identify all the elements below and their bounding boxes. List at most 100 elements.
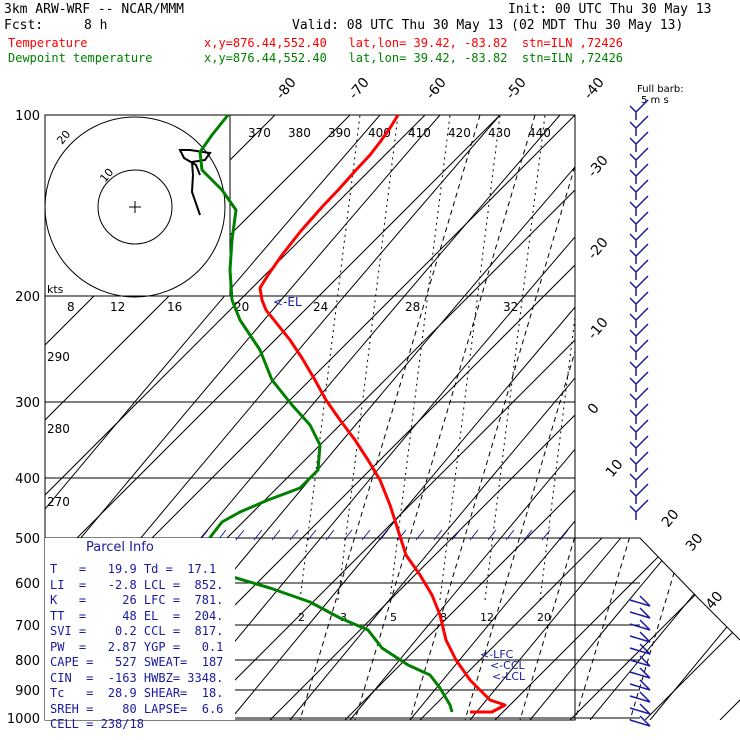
mixing-ratio-line bbox=[439, 115, 501, 601]
parcel-info-row: LI = -2.8 LCL = 852. bbox=[50, 577, 224, 592]
wind-barb bbox=[415, 529, 425, 541]
hodograph-trace bbox=[178, 149, 212, 216]
isotherm-label: 40 bbox=[703, 589, 727, 613]
wind-barb bbox=[379, 529, 389, 541]
wind-barb bbox=[629, 473, 637, 481]
valid-time: Valid: 08 UTC Thu 30 May 13 (02 MDT Thu … bbox=[292, 18, 684, 33]
wind-barb bbox=[629, 185, 637, 193]
isotherm-label: -40 bbox=[581, 75, 608, 103]
wind-barb bbox=[629, 201, 637, 209]
parcel-info-row: T = 19.9 Td = 17.1 bbox=[50, 562, 217, 576]
wind-barb bbox=[629, 457, 637, 465]
wind-barb bbox=[635, 131, 649, 145]
wind-barb bbox=[635, 115, 649, 129]
theta-label: 290 bbox=[47, 350, 70, 364]
mixing-ratio-line bbox=[389, 115, 451, 601]
mixing-ratio-label: 5 bbox=[390, 611, 397, 624]
theta-e-label: 410 bbox=[408, 126, 431, 140]
theta-e-label: 390 bbox=[328, 126, 351, 140]
mixing-ratio-label: 2 bbox=[298, 611, 305, 624]
isotherm-line bbox=[45, 115, 501, 720]
pressure-label-600: 600 bbox=[15, 577, 40, 592]
pressure-label-400: 400 bbox=[15, 472, 40, 487]
isotherm-label: 0 bbox=[585, 400, 603, 417]
isotherm-line bbox=[494, 115, 740, 720]
wind-barb bbox=[635, 499, 649, 513]
parcel-info-row: CELL = 238/18 bbox=[50, 717, 144, 731]
wind-barb bbox=[289, 529, 299, 541]
wind-barb bbox=[635, 307, 649, 321]
isotherm-label: -20 bbox=[585, 235, 612, 263]
mixing-ratio-label: 3 bbox=[340, 611, 347, 624]
wind-barb bbox=[271, 529, 281, 541]
isotherm-line bbox=[569, 115, 740, 720]
ccl-marker: <-CCL bbox=[490, 659, 526, 672]
wind-barb bbox=[629, 643, 651, 655]
wind-barb bbox=[635, 467, 649, 481]
wind-barb bbox=[635, 227, 649, 241]
wind-barb bbox=[635, 179, 649, 193]
pressure-label-200: 200 bbox=[15, 290, 40, 305]
wind-barb bbox=[469, 529, 479, 541]
wind-barb bbox=[629, 345, 637, 353]
wind-barbs bbox=[199, 99, 651, 727]
wind-barb bbox=[629, 691, 651, 703]
barb-legend-line: 5 m s bbox=[641, 95, 669, 106]
moist-adiabat bbox=[519, 115, 701, 720]
wind-barb bbox=[629, 265, 637, 273]
wind-barb bbox=[235, 529, 245, 541]
init-time: Init: 00 UTC Thu 30 May 13 bbox=[508, 2, 712, 17]
wind-barb bbox=[635, 355, 649, 369]
wind-barb bbox=[629, 703, 651, 715]
wind-barb bbox=[635, 323, 649, 337]
isotherm-line bbox=[719, 115, 740, 720]
wind-barb bbox=[629, 655, 651, 667]
wind-barb bbox=[487, 529, 497, 541]
mixing-ratio-label: 20 bbox=[537, 611, 551, 624]
hodo-unit-label: kts bbox=[47, 283, 64, 296]
wind-barb bbox=[629, 489, 637, 497]
isotherm-line bbox=[644, 115, 740, 720]
wind-barb bbox=[253, 529, 263, 541]
wind-barb bbox=[635, 435, 649, 449]
isotherm-label: 30 bbox=[683, 531, 707, 555]
wind-barb bbox=[433, 529, 443, 541]
wind-barb bbox=[635, 339, 649, 353]
wind-barb bbox=[629, 281, 637, 289]
isotherm-label: -10 bbox=[585, 315, 612, 343]
diagram-extension bbox=[575, 537, 740, 641]
fcst-value: 8 h bbox=[84, 18, 108, 33]
moist-adiabat bbox=[464, 115, 646, 720]
hodograph-box bbox=[44, 114, 231, 297]
theta-e-label: 420 bbox=[448, 126, 471, 140]
wind-barb bbox=[629, 233, 637, 241]
wind-barb bbox=[635, 275, 649, 289]
pressure-label-300: 300 bbox=[15, 396, 40, 411]
wind-barb bbox=[629, 377, 637, 385]
lfc-marker: <-LFC bbox=[480, 648, 514, 661]
wind-barb bbox=[635, 483, 649, 497]
pressure-label-100: 100 bbox=[15, 109, 40, 124]
isotherm-line bbox=[269, 115, 740, 720]
wind-barb bbox=[629, 679, 651, 691]
wind-barb bbox=[635, 163, 649, 177]
barb-legend-line: Full barb: bbox=[637, 84, 684, 95]
fcst-label: Fcst: bbox=[4, 18, 44, 33]
hodo-speed-label: 32 bbox=[503, 300, 518, 314]
wind-barb bbox=[629, 297, 637, 305]
theta-e-label: 440 bbox=[528, 126, 551, 140]
hodo-speed-label: 28 bbox=[405, 300, 420, 314]
wind-barb bbox=[635, 259, 649, 273]
moist-adiabat bbox=[409, 115, 591, 720]
wind-barb bbox=[629, 715, 651, 727]
wind-barb bbox=[635, 243, 649, 257]
dewpoint-legend: Dewpoint temperature bbox=[8, 51, 153, 65]
isotherm-label: 20 bbox=[659, 507, 683, 531]
hodo-speed-label: 20 bbox=[234, 300, 249, 314]
moist-adiabat bbox=[299, 115, 481, 720]
theta-label: 270 bbox=[47, 495, 70, 509]
series-dewpoint-temperature bbox=[198, 114, 454, 713]
wind-barb bbox=[635, 291, 649, 305]
wind-barb bbox=[635, 371, 649, 385]
wind-barb bbox=[541, 529, 551, 541]
